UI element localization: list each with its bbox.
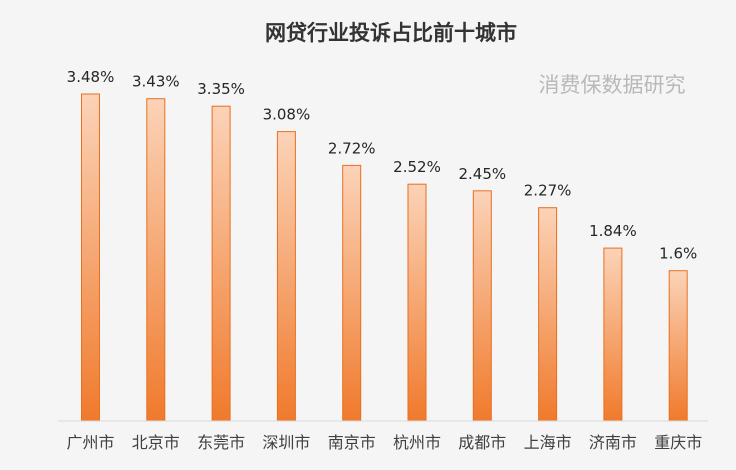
category-label-10: 重庆市 (654, 433, 702, 452)
data-label-2: 3.43% (132, 73, 180, 91)
data-label-4: 3.08% (263, 106, 311, 124)
category-label-9: 济南市 (589, 433, 637, 452)
data-label-10: 1.6% (659, 245, 697, 263)
bar-5 (342, 164, 362, 422)
data-label-1: 3.48% (67, 68, 115, 86)
bar-8 (538, 207, 558, 422)
watermark-text: 消费保数据研究 (539, 73, 686, 97)
bar-7 (472, 190, 492, 422)
bars-group (81, 93, 688, 422)
data-label-6: 2.52% (393, 158, 441, 176)
category-label-3: 东莞市 (197, 433, 245, 452)
bar-2 (146, 98, 166, 422)
category-label-6: 杭州市 (393, 433, 441, 452)
bar-9 (603, 247, 623, 422)
category-label-5: 南京市 (328, 433, 376, 452)
category-label-4: 深圳市 (262, 433, 310, 452)
data-labels-group: 3.48% 3.43% 3.35% 3.08% 2.72% 2.52% 2.45% 2.27%… (67, 68, 698, 263)
data-label-8: 2.27% (524, 182, 572, 200)
data-label-5: 2.72% (328, 139, 376, 157)
bar-4 (276, 131, 296, 422)
chart-title: 网贷行业投诉占比前十城市 (265, 21, 517, 45)
bar-10 (668, 270, 688, 422)
category-label-8: 上海市 (524, 433, 572, 452)
bar-1 (81, 93, 100, 422)
category-label-7: 成都市 (458, 433, 506, 452)
category-label-1: 广州市 (66, 433, 114, 452)
bar-6 (407, 183, 427, 422)
data-label-3: 3.35% (197, 80, 245, 98)
bar-3 (211, 105, 231, 422)
data-label-9: 1.84% (589, 222, 637, 240)
data-label-7: 2.45% (458, 165, 506, 183)
category-labels-group: 广州市 北京市 东莞市 深圳市 南京市 杭州市 成都市 上海市 济南市 重庆市 (66, 433, 702, 452)
category-label-2: 北京市 (132, 433, 180, 452)
